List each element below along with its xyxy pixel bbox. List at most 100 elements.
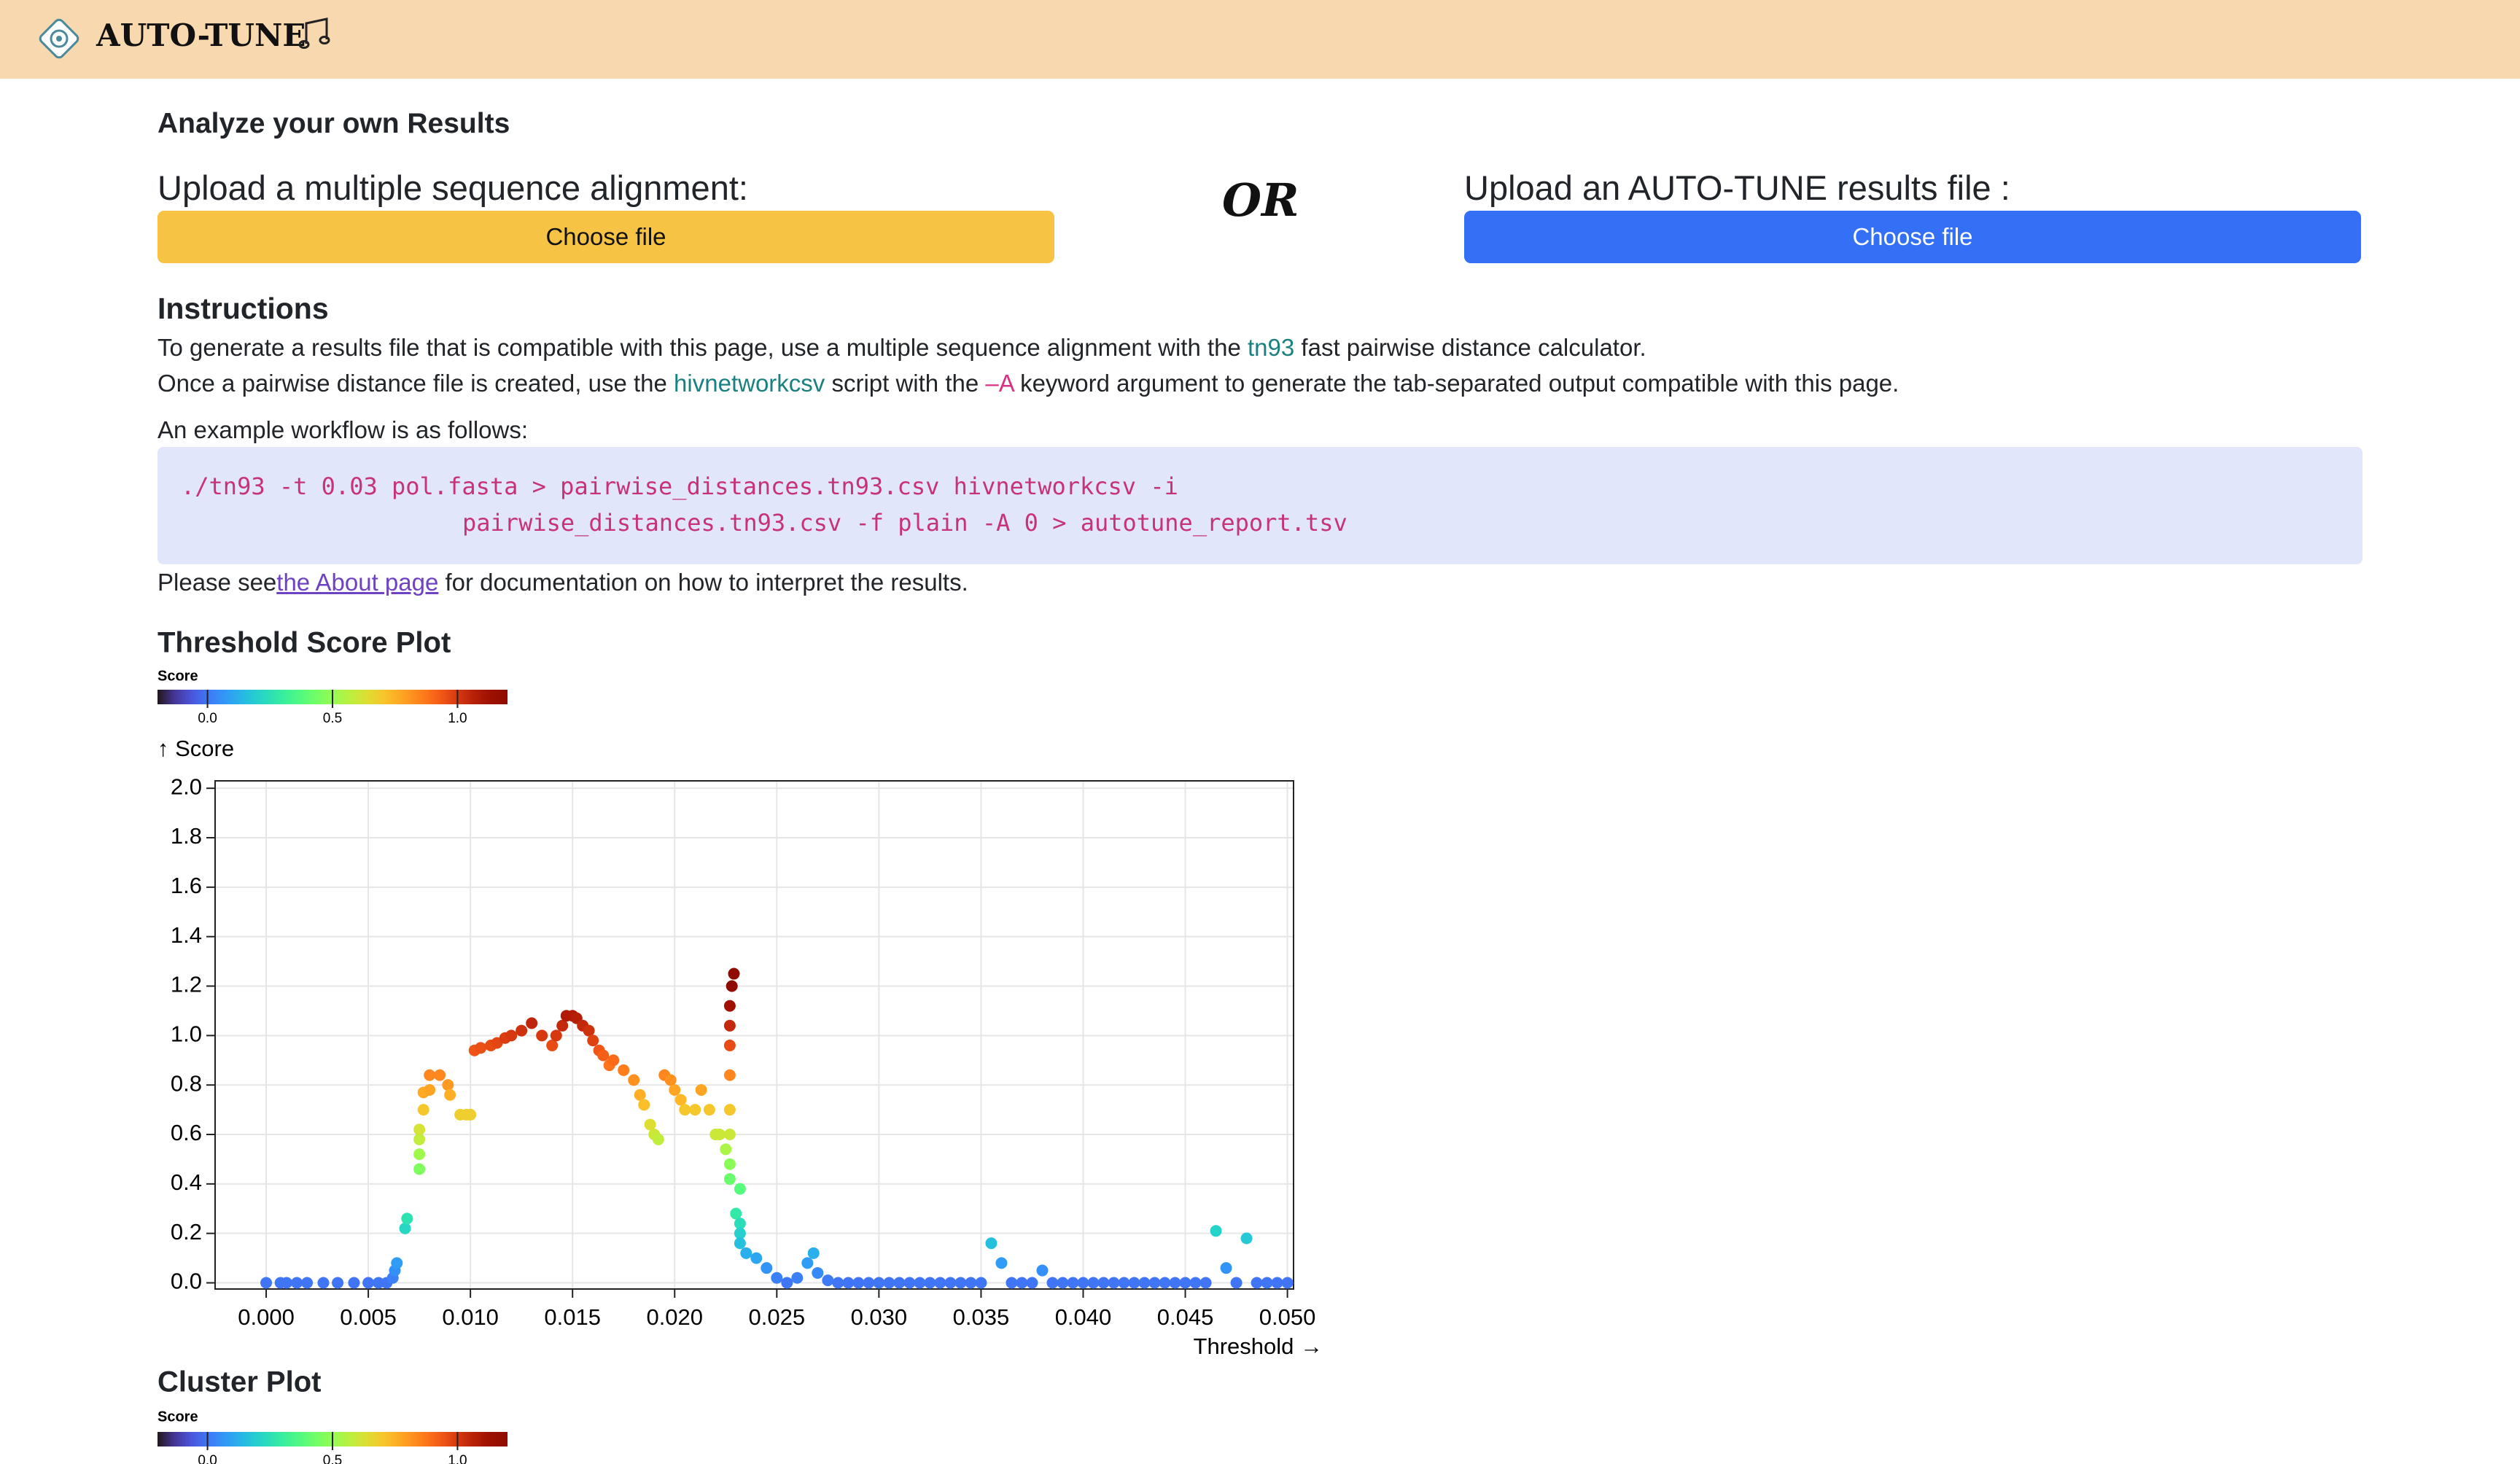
data-point <box>1097 1277 1110 1289</box>
data-point <box>914 1277 926 1289</box>
data-point <box>1016 1277 1028 1289</box>
choose-file-button[interactable]: Choose file <box>1464 211 2361 263</box>
data-point <box>965 1277 977 1289</box>
x-tick-label: 0.000 <box>238 1304 295 1330</box>
data-point <box>791 1272 804 1284</box>
data-point <box>1159 1277 1171 1289</box>
data-point <box>1230 1277 1242 1289</box>
colorbar-title: Score <box>158 1409 198 1425</box>
keyword: –A <box>985 370 1014 397</box>
data-point <box>260 1277 273 1289</box>
data-point <box>723 1039 736 1051</box>
data-point <box>801 1257 814 1269</box>
data-point <box>944 1277 957 1289</box>
colorbar-tick-label: 0.0 <box>198 1453 217 1464</box>
data-point <box>516 1024 528 1037</box>
x-tick-label: 0.040 <box>1055 1304 1112 1330</box>
data-point <box>583 1024 595 1037</box>
x-tick-label: 0.035 <box>953 1304 1010 1330</box>
data-point <box>1281 1277 1294 1289</box>
data-point <box>638 1099 650 1111</box>
data-point <box>726 980 738 992</box>
x-axis-label: Threshold → <box>1194 1333 1323 1359</box>
data-point <box>1057 1277 1069 1289</box>
instruction-line: To generate a results file that is compa… <box>158 334 1646 362</box>
data-point <box>723 1173 736 1185</box>
y-tick-label: 2.0 <box>171 774 202 799</box>
data-point <box>1251 1277 1263 1289</box>
data-point <box>689 1104 701 1116</box>
data-point <box>1220 1262 1232 1274</box>
data-point <box>348 1277 360 1289</box>
data-point <box>618 1064 630 1076</box>
data-point <box>546 1039 559 1051</box>
data-point <box>424 1083 436 1096</box>
music-notes-icon <box>299 17 330 49</box>
data-point <box>1148 1277 1161 1289</box>
y-tick-label: 1.0 <box>171 1021 202 1047</box>
y-tick-label: 0.0 <box>171 1269 202 1294</box>
text: To generate a results file that is compa… <box>158 334 1248 361</box>
data-point <box>730 1207 742 1220</box>
data-point <box>924 1277 936 1289</box>
code-line: pairwise_distances.tn93.csv -f plain -A … <box>462 509 1348 537</box>
data-point <box>413 1133 426 1145</box>
data-point <box>1261 1277 1273 1289</box>
y-tick-label: 1.6 <box>171 873 202 898</box>
data-point <box>413 1163 426 1175</box>
data-point <box>669 1083 681 1096</box>
choose-file-button[interactable]: Choose file <box>158 211 1054 263</box>
data-point <box>674 1094 687 1106</box>
text: Please see <box>158 569 277 596</box>
data-point <box>556 1019 569 1032</box>
data-point <box>863 1277 875 1289</box>
logo <box>39 18 79 59</box>
data-point <box>723 1104 736 1116</box>
data-point <box>634 1089 646 1101</box>
data-point <box>413 1148 426 1161</box>
workflow-intro: An example workflow is as follows: <box>158 416 529 443</box>
data-point <box>812 1266 824 1279</box>
chart-area: Threshold Score Plot Score ↑ Score Thres… <box>158 627 1323 1464</box>
data-point <box>723 1000 736 1012</box>
text: Once a pairwise distance file is created… <box>158 370 674 397</box>
data-point <box>652 1133 664 1145</box>
data-point <box>587 1035 599 1047</box>
data-point <box>1036 1264 1049 1277</box>
data-point <box>401 1212 413 1225</box>
data-point <box>679 1104 691 1116</box>
data-point <box>413 1124 426 1136</box>
data-point <box>607 1054 620 1067</box>
y-tick-label: 0.6 <box>171 1120 202 1145</box>
data-point <box>781 1277 793 1289</box>
app-title[interactable]: AUTO-TUNE <box>96 17 306 53</box>
data-point <box>526 1017 538 1029</box>
data-point <box>832 1277 844 1289</box>
link[interactable]: hivnetworkcsv <box>674 370 825 397</box>
x-tick-label: 0.045 <box>1157 1304 1214 1330</box>
data-point <box>723 1069 736 1081</box>
colorbar-title: Score <box>158 668 198 684</box>
data-point <box>444 1089 456 1101</box>
data-point <box>807 1247 820 1259</box>
data-point <box>464 1108 477 1121</box>
colorbar-tick-label: 1.0 <box>448 1453 467 1464</box>
data-point <box>954 1277 967 1289</box>
data-point <box>1006 1277 1018 1289</box>
chart-title: Threshold Score Plot <box>158 627 451 659</box>
data-point <box>417 1104 429 1116</box>
y-tick-label: 0.2 <box>171 1219 202 1245</box>
text: keyword argument to generate the tab-sep… <box>1013 370 1899 397</box>
data-point <box>873 1277 885 1289</box>
data-point <box>332 1277 344 1289</box>
y-axis-label: ↑ Score <box>158 736 234 761</box>
x-tick-label: 0.015 <box>544 1304 601 1330</box>
data-point <box>362 1277 375 1289</box>
link[interactable]: tn93 <box>1248 334 1295 361</box>
data-point <box>424 1069 436 1081</box>
data-point <box>1128 1277 1140 1289</box>
data-point <box>505 1029 518 1042</box>
about-link[interactable]: the About page <box>276 569 439 596</box>
